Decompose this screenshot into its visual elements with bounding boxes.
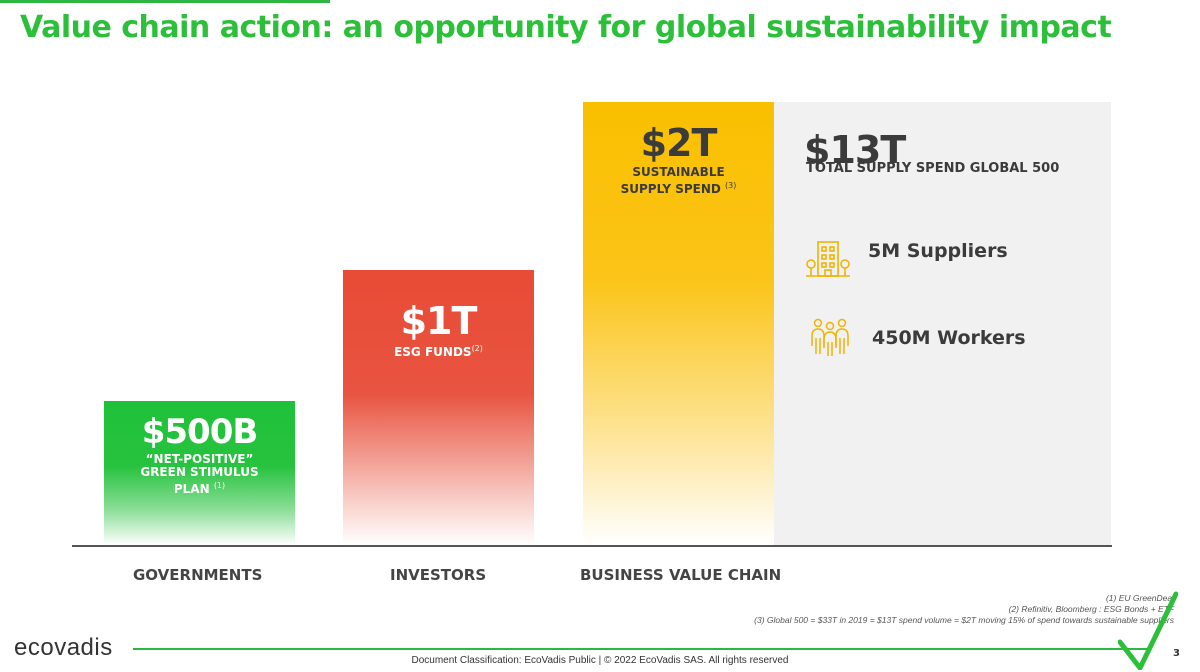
total-supply-panel: $13T TOTAL SUPPLY SPEND GLOBAL 500 5M Su… (774, 102, 1111, 545)
bar-label-line: GREEN STIMULUS (140, 465, 259, 479)
footnote: (3) Global 500 = $33T in 2019 = $13T spe… (754, 615, 1174, 625)
bar-label: “NET-POSITIVE” GREEN STIMULUS PLAN (1) (104, 453, 295, 496)
bar-label-line: PLAN (173, 482, 210, 496)
footnote-marker: (3) (725, 181, 737, 190)
footnote: (2) Refinitiv, Bloomberg : ESG Bonds + E… (1008, 604, 1174, 614)
slide-title: Value chain action: an opportunity for g… (20, 10, 1112, 45)
category-label-business-value-chain: BUSINESS VALUE CHAIN (580, 566, 782, 584)
bar-label-line: ESG FUNDS (394, 345, 472, 359)
bar-label: SUSTAINABLE SUPPLY SPEND (3) (583, 166, 774, 196)
ecovadis-logo: ecovadis (14, 634, 113, 661)
footer-rule (133, 648, 1148, 650)
bar-label-line: “NET-POSITIVE” (145, 452, 254, 466)
workers-icon (811, 318, 849, 356)
footnote: (1) EU GreenDeal (1105, 593, 1174, 603)
total-label: TOTAL SUPPLY SPEND GLOBAL 500 (806, 161, 1060, 176)
footnotes: (1) EU GreenDeal (2) Refinitiv, Bloomber… (614, 593, 1174, 626)
bar-investors: $1T ESG FUNDS(2) (343, 270, 534, 545)
bar-label-line: SUPPLY SPEND (620, 182, 721, 196)
bar-label: ESG FUNDS(2) (343, 342, 534, 359)
category-label-governments: GOVERNMENTS (133, 566, 263, 584)
x-axis-line (72, 545, 1112, 547)
top-accent-rule (0, 0, 330, 3)
total-amount: $13T (804, 128, 906, 172)
building-icon (806, 241, 850, 277)
stat-workers: 450M Workers (872, 327, 1026, 349)
footnote-marker: (1) (213, 481, 226, 490)
category-label-investors: INVESTORS (390, 566, 487, 584)
checkmark-icon (1118, 591, 1178, 670)
page-number: 3 (1173, 648, 1180, 659)
bar-governments: $500B “NET-POSITIVE” GREEN STIMULUS PLAN… (104, 401, 295, 545)
document-classification-footer: Document Classification: EcoVadis Public… (411, 655, 789, 666)
stat-suppliers: 5M Suppliers (868, 240, 1008, 262)
bar-amount: $500B (141, 412, 259, 452)
bar-label-line: SUSTAINABLE (632, 165, 725, 179)
bar-business-value-chain: $2T SUSTAINABLE SUPPLY SPEND (3) (583, 102, 774, 545)
bar-amount: $1T (400, 299, 478, 343)
bar-amount: $2T (640, 121, 718, 165)
footnote-marker: (2) (471, 344, 483, 353)
